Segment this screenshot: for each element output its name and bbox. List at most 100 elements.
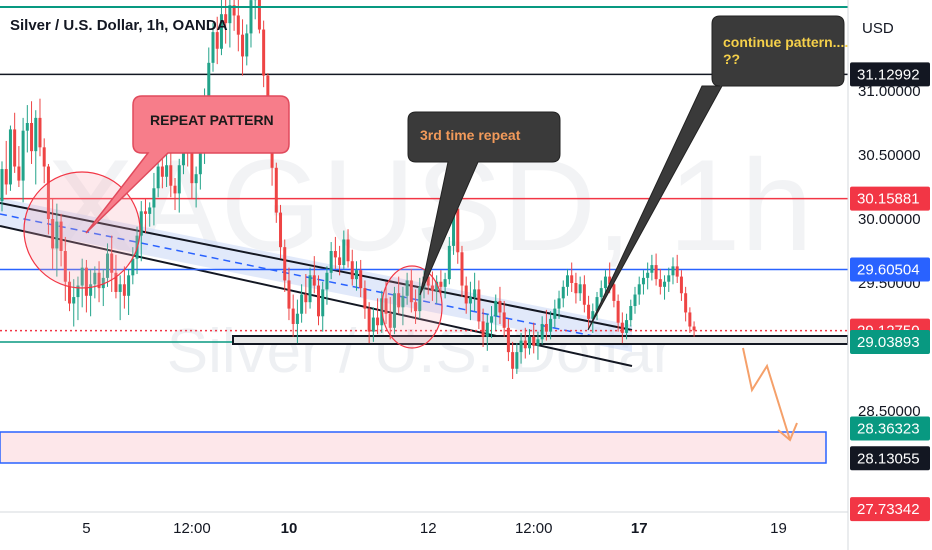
zones [0,431,827,464]
price-tag [850,330,930,355]
candle [625,320,629,333]
candle [106,253,109,278]
y-tick-label: 28.50000 [858,403,921,420]
candle [511,352,515,369]
candle [620,322,624,333]
x-tick-label: 12:00 [173,520,211,537]
candle [165,165,169,177]
candle [97,272,101,289]
candle [570,275,574,283]
candle [249,0,253,34]
candle [236,15,240,35]
candle [152,188,156,208]
price-tag [850,186,930,211]
candle [663,281,667,287]
candle [333,251,337,258]
candle [418,286,422,312]
price-tags: 31.1299230.1588129.6050429.1275029.03893… [850,62,930,522]
candle [616,300,620,323]
callout-continue-pattern [587,15,845,331]
x-tick-label: 19 [770,520,787,537]
drawings: REPEAT PATTERN 3rd time repeat continue pa… [23,15,852,442]
candle [30,123,34,152]
candle [430,285,434,291]
candle [317,285,320,317]
candle [367,308,371,332]
price-tag-label: 29.60504 [857,262,920,279]
candle [629,306,633,321]
callout-continue-text-2: ?? [723,51,740,67]
candle [279,212,283,248]
candle [536,339,540,346]
candle [473,289,477,298]
channel-upper-line [0,202,633,331]
candle [76,285,80,298]
candle [658,279,662,287]
candle [641,277,645,285]
candle [257,0,261,30]
candle [21,130,25,181]
candle [557,298,561,309]
candle [207,62,211,107]
callout-repeat-text: REPEAT PATTERN [150,112,274,128]
projection-arrow [742,347,791,441]
projection-arrowhead [777,422,798,442]
candle [397,293,401,308]
candle [363,288,367,309]
candle [646,272,650,278]
candle [72,297,76,304]
candle [80,267,84,286]
candle [350,261,354,280]
candle [481,321,485,337]
price-tag-label: 29.03893 [857,334,920,351]
candle [650,265,654,273]
candle [84,267,88,296]
x-tick-label: 10 [281,520,298,537]
candle [354,270,358,280]
candle [110,253,114,273]
candle [287,280,291,309]
price-tag-label: 28.13055 [857,450,920,467]
candle [477,289,481,322]
candle [338,257,342,266]
price-tag-label: 31.12992 [857,66,920,83]
candle [300,294,304,314]
candle [160,166,164,177]
y-tick-label: 30.50000 [858,147,921,164]
candle [177,165,181,194]
candle [304,294,308,303]
candle [169,165,173,186]
channel-fill [0,198,632,352]
candle [139,211,143,236]
x-tick-label: 17 [631,520,648,537]
candle [490,316,494,323]
candle [55,221,59,249]
candle [468,297,472,304]
candle [262,29,266,76]
candle [17,166,21,181]
candle [688,312,692,327]
candle [241,34,245,57]
candle [156,166,160,189]
candle [426,276,430,286]
candle [308,275,312,303]
candle [143,211,147,214]
candle [684,293,688,313]
candle [595,297,599,312]
candle [63,251,67,282]
price-tag-label: 28.36323 [857,421,920,438]
candle [42,147,46,167]
candle [118,284,122,292]
callout-repeat-pattern [85,95,290,234]
candle [528,336,531,349]
candle [447,245,451,280]
candle [283,247,287,281]
candle [312,275,316,286]
candle [519,340,523,353]
candle [578,284,582,294]
candle [8,129,12,185]
price-tag [850,257,930,282]
candle [540,323,544,340]
currency-label[interactable]: USD [862,20,894,37]
